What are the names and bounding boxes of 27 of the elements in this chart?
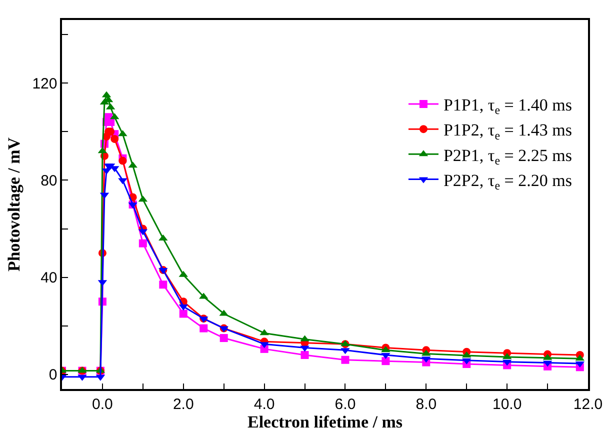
point [138,239,147,248]
x-tick-label: 2.0 [172,396,194,413]
point [118,156,127,165]
y-tick-label: 120 [32,75,58,92]
x-tick-label: 10.0 [492,396,522,413]
y-tick-label: 40 [40,270,58,287]
x-tick-label: 4.0 [254,396,275,413]
point [159,280,168,289]
x-tick-label: 6.0 [334,396,356,413]
x-axis-title: Electron lifetime / ms [247,412,403,432]
point [382,357,390,366]
y-tick-label: 80 [40,172,58,190]
point [300,351,309,360]
point [110,134,119,143]
y-axis-title: Photovoltage / mV [4,136,24,272]
legend-label: P2P1, τ$_{e}$ = 2.25 ms [443,146,572,168]
x-tick-label: 12.0 [573,396,603,413]
y-tick-label: 0 [48,366,58,384]
x-tick-label: 0.0 [92,396,113,413]
x-tick-label: 8.0 [416,396,437,413]
legend-label: P2P2, τ$_{e}$ = 2.20 ms [443,170,572,192]
legend-label: P1P1, τ$_{e}$ = 1.40 ms [443,96,572,118]
legend-label: P1P2, τ$_{e}$ = 1.43 ms [443,120,572,142]
point [341,356,350,364]
point [179,310,188,318]
point [200,324,208,332]
point [220,334,228,342]
